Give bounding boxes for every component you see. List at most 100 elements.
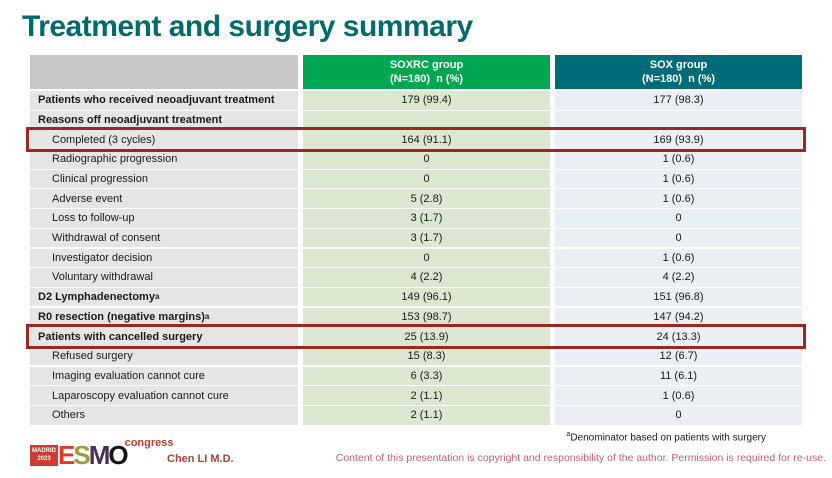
header-soxrc-line2: (N=180) n (%) (389, 73, 464, 85)
row-label-cell: Patients who received neoadjuvant treatm… (30, 91, 298, 110)
row-label-cell: R0 resection (negative margins) a (30, 307, 298, 327)
row-label: D2 Lymphadenectomy (38, 291, 155, 304)
row-soxrc-value: 0 (303, 169, 550, 189)
table-row: Imaging evaluation cannot cure 6 (3.3) 1… (30, 366, 802, 386)
row-label-cell: Loss to follow-up (30, 209, 298, 228)
table-row: Others 2 (1.1) 0 (30, 406, 802, 425)
header-sox-line1: SOX group (649, 58, 708, 71)
row-label: Adverse event (52, 192, 123, 205)
summary-table: SOXRC group (N=180) n (%) SOX group (N=1… (26, 55, 806, 426)
row-label: Reasons off neoadjuvant treatment (38, 113, 222, 126)
table-row: Patients who received neoadjuvant treatm… (30, 91, 802, 110)
table-row: D2 Lymphadenectomy a 149 (96.1) 151 (96.… (30, 287, 802, 307)
row-soxrc-value: 0 (303, 150, 550, 169)
table-row: Radiographic progression 0 1 (0.6) (30, 150, 802, 169)
badge-year: 2023 (37, 455, 51, 462)
row-label: Patients who received neoadjuvant treatm… (38, 94, 275, 107)
row-sox-value: 0 (555, 209, 802, 228)
footnote-marker: a (566, 431, 571, 438)
header-soxrc-line1: SOXRC group (389, 58, 464, 71)
row-label-cell: Clinical progression (30, 169, 298, 189)
esmo-letter-o: O (108, 440, 128, 470)
table-row: Clinical progression 0 1 (0.6) (30, 169, 802, 189)
row-soxrc-value: 25 (13.9) (303, 327, 550, 346)
copyright-notice: Content of this presentation is copyrigh… (335, 452, 826, 464)
badge-city: MADRID (32, 448, 56, 454)
row-label: Laparoscopy evaluation cannot cure (52, 389, 229, 402)
row-label-cell: Refused surgery (30, 346, 298, 366)
row-label: Investigator decision (52, 251, 153, 264)
row-label: Imaging evaluation cannot cure (52, 369, 205, 382)
esmo-letter-s: S (73, 440, 90, 470)
header-sox-group: SOX group (N=180) n (%) (555, 55, 802, 89)
row-label: Radiographic progression (52, 153, 178, 166)
row-sox-value: 177 (98.3) (555, 91, 802, 110)
table-row: Investigator decision 0 1 (0.6) (30, 248, 802, 267)
row-sox-value: 1 (0.6) (555, 169, 802, 189)
table-row: Loss to follow-up 3 (1.7) 0 (30, 209, 802, 228)
row-soxrc-value: 3 (1.7) (303, 209, 550, 228)
table-row: Voluntary withdrawal 4 (2.2) 4 (2.2) (30, 268, 802, 287)
row-sox-value: 4 (2.2) (555, 268, 802, 287)
row-sox-value: 0 (555, 228, 802, 248)
row-label-cell: Others (30, 406, 298, 425)
congress-label: congress (124, 437, 174, 449)
row-label-cell: Investigator decision (30, 248, 298, 267)
table-header-row: SOXRC group (N=180) n (%) SOX group (N=1… (30, 55, 802, 89)
table-body: Patients who received neoadjuvant treatm… (26, 91, 806, 425)
row-sox-value: 1 (0.6) (555, 248, 802, 267)
table-row: R0 resection (negative margins) a 153 (9… (30, 307, 802, 327)
row-label: Completed (3 cycles) (52, 133, 156, 146)
esmo-wordmark: ESMO (58, 440, 129, 470)
row-sox-value: 169 (93.9) (555, 130, 802, 149)
header-sox-line2: (N=180) n (%) (641, 73, 716, 85)
row-sox-value (555, 110, 802, 130)
row-label: R0 resection (negative margins) (38, 310, 205, 323)
table-row: Patients with cancelled surgery 25 (13.9… (26, 324, 806, 349)
row-label: Patients with cancelled surgery (38, 330, 203, 343)
row-sox-value: 1 (0.6) (555, 150, 802, 169)
row-soxrc-value: 153 (98.7) (303, 307, 550, 327)
row-label-cell: D2 Lymphadenectomy a (30, 287, 298, 307)
table-row: Adverse event 5 (2.8) 1 (0.6) (30, 189, 802, 208)
row-sox-value: 1 (0.6) (555, 189, 802, 208)
row-label-cell: Voluntary withdrawal (30, 268, 298, 287)
row-sox-value: 24 (13.3) (555, 327, 802, 346)
table-row: Withdrawal of consent 3 (1.7) 0 (30, 228, 802, 248)
row-label-cell: Withdrawal of consent (30, 228, 298, 248)
row-label: Loss to follow-up (52, 212, 135, 225)
row-soxrc-value: 6 (3.3) (303, 366, 550, 386)
row-soxrc-value: 5 (2.8) (303, 189, 550, 208)
row-soxrc-value (303, 110, 550, 130)
row-sox-value: 12 (6.7) (555, 346, 802, 366)
row-label-cell: Completed (3 cycles) (30, 130, 298, 149)
table-footnote: aDenominator based on patients with surg… (566, 431, 766, 443)
row-label: Voluntary withdrawal (52, 271, 153, 284)
esmo-letter-e: E (58, 440, 75, 470)
row-sox-value: 11 (6.1) (555, 366, 802, 386)
row-soxrc-value: 164 (91.1) (303, 130, 550, 149)
row-soxrc-value: 3 (1.7) (303, 228, 550, 248)
row-soxrc-value: 4 (2.2) (303, 268, 550, 287)
table-row: Refused surgery 15 (8.3) 12 (6.7) (30, 346, 802, 366)
row-label-cell: Adverse event (30, 189, 298, 208)
row-label: Refused surgery (52, 350, 133, 363)
row-soxrc-value: 2 (1.1) (303, 406, 550, 425)
page-title: Treatment and surgery summary (22, 10, 473, 43)
row-label-cell: Radiographic progression (30, 150, 298, 169)
row-label-cell: Laparoscopy evaluation cannot cure (30, 386, 298, 405)
row-label: Withdrawal of consent (52, 232, 161, 245)
row-soxrc-value: 2 (1.1) (303, 386, 550, 405)
table-row: Completed (3 cycles) 164 (91.1) 169 (93.… (26, 127, 806, 152)
footnote-text: Denominator based on patients with surge… (570, 432, 766, 444)
row-sox-value: 1 (0.6) (555, 386, 802, 405)
row-sox-value: 0 (555, 406, 802, 425)
row-label-cell: Patients with cancelled surgery (30, 327, 298, 346)
row-label-cell: Reasons off neoadjuvant treatment (30, 110, 298, 130)
row-sox-value: 147 (94.2) (555, 307, 802, 327)
row-soxrc-value: 179 (99.4) (303, 91, 550, 110)
madrid-2023-badge: MADRID 2023 (30, 445, 58, 466)
table-row: Laparoscopy evaluation cannot cure 2 (1.… (30, 386, 802, 405)
header-label-cell (30, 55, 298, 89)
